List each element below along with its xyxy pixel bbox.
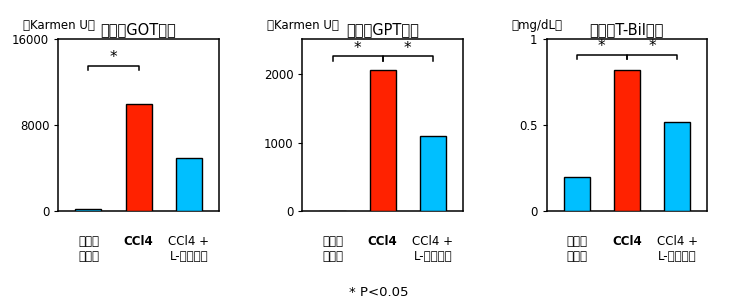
- Text: *: *: [354, 40, 362, 56]
- Text: コント
ロール: コント ロール: [78, 236, 99, 264]
- Text: CCl4: CCl4: [124, 236, 154, 249]
- Y-axis label: （mg/dL）: （mg/dL）: [511, 19, 562, 32]
- Bar: [420, 136, 446, 211]
- Text: CCl4 +
L-シスチン: CCl4 + L-シスチン: [168, 236, 209, 264]
- Bar: [176, 158, 202, 211]
- Bar: [614, 70, 640, 211]
- Title: 血清中T-Bil濃度: 血清中T-Bil濃度: [590, 22, 664, 37]
- Text: *: *: [598, 39, 606, 54]
- Text: コント
ロール: コント ロール: [566, 236, 587, 264]
- Text: コント
ロール: コント ロール: [322, 236, 343, 264]
- Y-axis label: （Karmen U）: （Karmen U）: [267, 19, 339, 32]
- Title: 血清中GOT活性: 血清中GOT活性: [101, 22, 176, 37]
- Bar: [370, 70, 396, 211]
- Bar: [664, 122, 690, 211]
- Text: CCl4 +
L-シスチン: CCl4 + L-シスチン: [413, 236, 453, 264]
- Bar: [75, 209, 101, 211]
- Bar: [125, 104, 152, 211]
- Text: * P<0.05: * P<0.05: [349, 286, 409, 299]
- Text: CCl4: CCl4: [368, 236, 397, 249]
- Title: 血清中GPT活性: 血清中GPT活性: [346, 22, 419, 37]
- Bar: [564, 177, 590, 211]
- Text: *: *: [648, 39, 656, 54]
- Y-axis label: （Karmen U）: （Karmen U）: [23, 19, 95, 32]
- Text: CCl4: CCl4: [612, 236, 642, 249]
- Text: CCl4 +
L-シスチン: CCl4 + L-シスチン: [657, 236, 698, 264]
- Text: *: *: [404, 40, 412, 56]
- Text: *: *: [109, 50, 117, 65]
